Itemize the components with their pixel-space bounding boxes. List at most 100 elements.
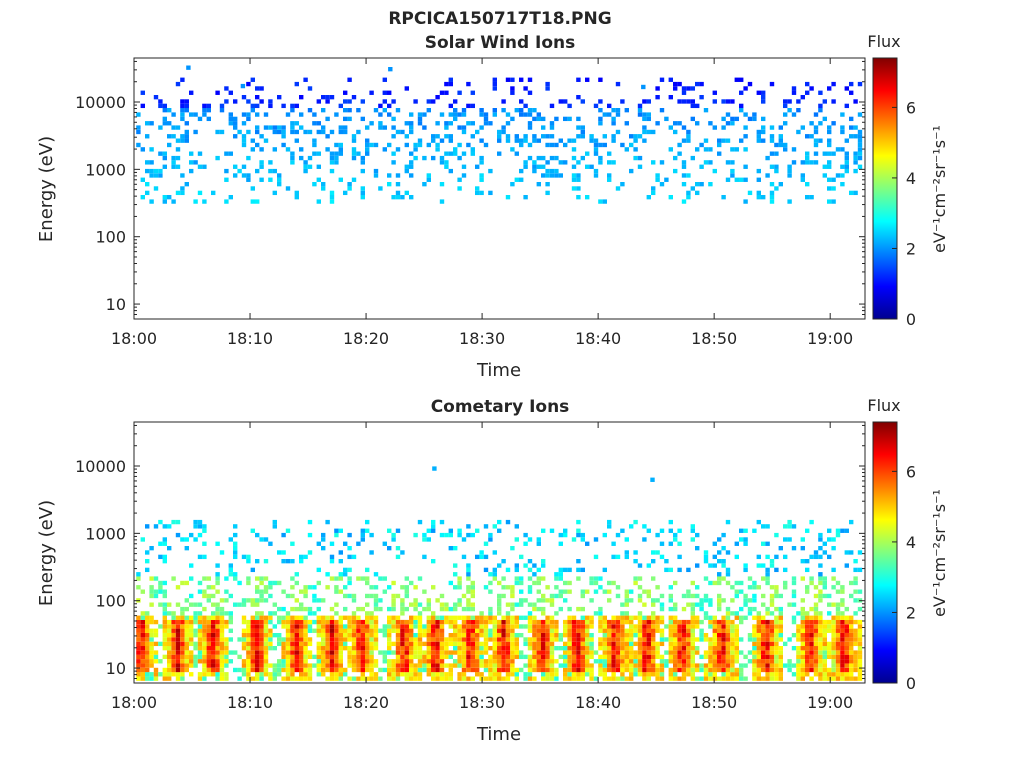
flux-cell <box>541 116 546 122</box>
flux-cell <box>725 650 731 655</box>
flux-cell <box>835 532 841 538</box>
flux-cell <box>162 633 167 638</box>
flux-cell <box>593 580 599 586</box>
flux-cell <box>857 138 863 143</box>
flux-cell <box>299 125 304 130</box>
flux-cell <box>624 611 629 616</box>
flux-cell <box>334 646 339 651</box>
flux-cell <box>541 667 546 673</box>
flux-cell <box>514 602 519 607</box>
flux-cell <box>417 576 423 581</box>
flux-cell <box>725 628 731 633</box>
flux-cell <box>796 633 801 638</box>
flux-cell <box>505 121 511 126</box>
flux-cell <box>321 186 326 191</box>
flux-cell <box>136 654 141 660</box>
flux-cell <box>241 628 247 633</box>
flux-cell <box>849 659 854 664</box>
flux-cell <box>167 650 172 655</box>
flux-cell <box>686 646 691 651</box>
flux-cell <box>149 637 154 642</box>
flux-cell <box>527 659 533 664</box>
flux-cell <box>743 593 748 599</box>
flux-cell <box>734 676 739 681</box>
flux-cell <box>497 593 502 599</box>
flux-cell <box>633 672 638 677</box>
spectrogram-cells <box>136 466 863 681</box>
flux-cell <box>541 125 546 130</box>
flux-cell <box>470 654 475 660</box>
flux-cell <box>470 593 475 599</box>
flux-cell <box>712 168 717 174</box>
flux-cell <box>813 646 819 651</box>
flux-cell <box>321 129 326 135</box>
flux-cell <box>184 121 189 126</box>
flux-cell <box>457 615 462 620</box>
flux-cell <box>611 663 616 668</box>
flux-cell <box>400 667 405 673</box>
flux-cell <box>787 667 792 673</box>
flux-cell <box>536 663 541 668</box>
flux-cell <box>369 641 374 647</box>
flux-cell <box>805 155 810 161</box>
flux-cell <box>624 628 629 633</box>
flux-cell <box>444 663 449 668</box>
flux-cell <box>673 129 678 135</box>
flux-cell <box>567 676 572 681</box>
flux-cell <box>417 667 423 673</box>
flux-cell <box>277 633 282 638</box>
flux-cell <box>184 628 189 633</box>
flux-cell <box>338 129 343 135</box>
flux-cell <box>607 103 612 109</box>
flux-cell <box>589 654 594 660</box>
flux-cell <box>646 650 651 655</box>
flux-cell <box>158 602 163 607</box>
flux-cell <box>435 654 440 660</box>
flux-cell <box>193 619 198 625</box>
flux-cell <box>664 637 669 642</box>
flux-cell <box>602 615 607 620</box>
flux-cell <box>541 654 546 660</box>
flux-cell <box>510 663 515 668</box>
flux-cell <box>387 182 392 187</box>
flux-cell <box>136 129 141 135</box>
flux-cell <box>677 624 682 629</box>
flux-cell <box>175 676 181 681</box>
flux-cell <box>703 650 709 655</box>
flux-cell <box>536 624 541 629</box>
flux-cell <box>483 524 489 529</box>
flux-cell <box>703 147 709 152</box>
flux-cell <box>246 628 251 633</box>
flux-cell <box>171 155 176 161</box>
flux-cell <box>255 628 260 633</box>
flux-cell <box>791 602 797 607</box>
flux-cell <box>800 619 805 625</box>
flux-cell <box>325 633 330 638</box>
flux-cell <box>255 129 260 135</box>
flux-cell <box>294 654 299 660</box>
flux-cell <box>466 659 471 664</box>
flux-cell <box>299 619 304 625</box>
flux-cell <box>637 576 643 581</box>
flux-cell <box>290 606 295 612</box>
flux-cell <box>268 125 273 130</box>
flux-cell <box>365 147 370 152</box>
flux-cell <box>554 155 559 161</box>
flux-cell <box>576 77 581 82</box>
flux-cell <box>382 654 387 660</box>
flux-cell <box>475 615 480 620</box>
flux-cell <box>329 624 335 629</box>
flux-cell <box>171 624 176 629</box>
flux-cell <box>681 663 687 668</box>
flux-cell <box>444 641 449 647</box>
flux-cell <box>624 633 629 638</box>
flux-cell <box>255 676 260 681</box>
flux-cell <box>541 155 546 161</box>
flux-cell <box>651 129 656 135</box>
flux-cell <box>519 667 524 673</box>
flux-cell <box>787 637 792 642</box>
flux-cell <box>149 199 154 204</box>
flux-cell <box>800 624 805 629</box>
flux-cell <box>629 659 634 664</box>
flux-cell <box>549 654 555 660</box>
